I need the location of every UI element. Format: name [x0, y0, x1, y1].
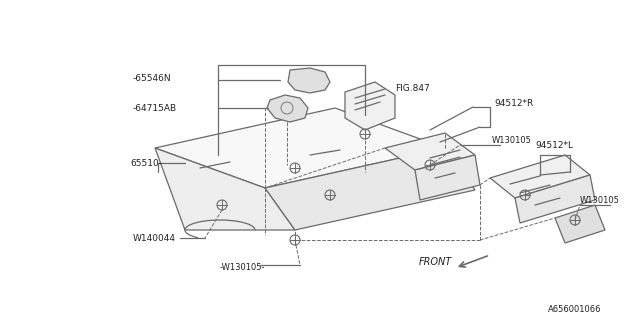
Text: FRONT: FRONT — [419, 257, 452, 267]
Polygon shape — [267, 95, 308, 122]
Polygon shape — [415, 155, 480, 200]
Text: -65546N: -65546N — [133, 74, 172, 83]
Text: -W130105-: -W130105- — [220, 263, 266, 273]
Text: W130105: W130105 — [580, 196, 620, 204]
Text: FIG.847: FIG.847 — [395, 84, 429, 92]
Text: 94512*R: 94512*R — [494, 99, 533, 108]
Text: -64715AB: -64715AB — [133, 103, 177, 113]
Text: A656001066: A656001066 — [548, 306, 602, 315]
Text: 65510-: 65510- — [130, 158, 162, 167]
Polygon shape — [490, 155, 590, 198]
Polygon shape — [288, 68, 330, 93]
Polygon shape — [515, 175, 595, 223]
Polygon shape — [555, 205, 605, 243]
Text: W130105: W130105 — [492, 135, 532, 145]
Text: 94512*L: 94512*L — [535, 140, 573, 149]
Polygon shape — [155, 148, 295, 230]
Polygon shape — [155, 108, 445, 188]
Text: W140044: W140044 — [133, 234, 176, 243]
Polygon shape — [385, 133, 475, 170]
Polygon shape — [345, 82, 395, 130]
Polygon shape — [265, 148, 475, 230]
